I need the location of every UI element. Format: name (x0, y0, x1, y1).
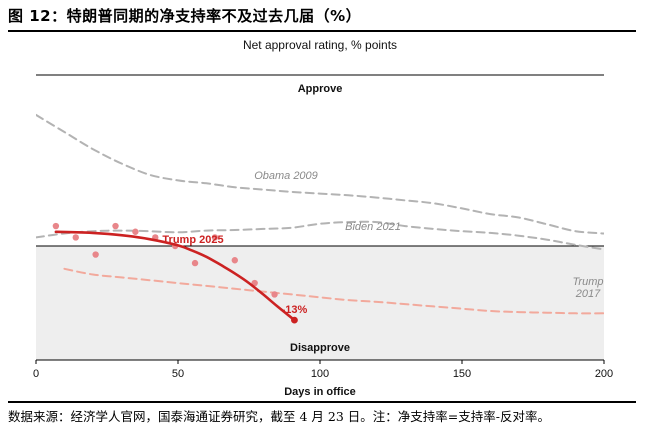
trump-2025-latest-point (291, 316, 298, 324)
series-line-biden-2021 (36, 220, 604, 251)
trump-2025-poll-point-3 (92, 251, 99, 258)
series-label-trump-2025: Trump 2025 (162, 234, 223, 246)
x-tick-label-100: 100 (311, 368, 329, 380)
x-tick-label-200: 200 (595, 368, 613, 380)
source-note: 数据来源：经济学人官网，国泰海通证券研究，截至 4 月 23 日。注：净支持率=… (8, 409, 550, 424)
x-tick-label-150: 150 (453, 368, 471, 380)
series-line-obama-2009 (36, 113, 604, 235)
chart-title: Net approval rating, % points (243, 38, 397, 52)
series-line-trump-2025 (54, 230, 296, 322)
x-axis-title: Days in office (284, 386, 356, 398)
x-tick-label-50: 50 (172, 368, 184, 380)
annotation-latest-value: -13% (282, 304, 308, 316)
series-label-obama-2009: Obama 2009 (254, 170, 318, 182)
series-label-trump-2017: Trump 2017 (573, 276, 604, 300)
trump-2025-poll-point-10 (231, 257, 238, 264)
trump-2025-poll-point-12 (271, 291, 278, 298)
trump-2025-poll-point-9 (211, 234, 219, 241)
top-rule (8, 30, 636, 32)
trump-2025-poll-point-2 (72, 234, 79, 241)
series-line-trump-2017 (63, 267, 604, 315)
disapprove-zone-label: Disapprove (290, 342, 350, 354)
series-label-biden-2021: Biden 2021 (345, 221, 401, 233)
disapprove-zone (36, 246, 604, 360)
trump-2025-poll-point-4 (112, 222, 119, 230)
trump-2025-poll-point-5 (132, 228, 139, 235)
trump-2025-poll-point-1 (52, 222, 60, 230)
trump-2025-poll-point-8 (191, 259, 199, 267)
figure-title: 图 12：特朗普同期的净支持率不及过去几届（%） (8, 7, 362, 25)
x-tick-label-0: 0 (33, 368, 39, 380)
approve-zone-label: Approve (298, 83, 343, 95)
bottom-rule (8, 401, 636, 403)
